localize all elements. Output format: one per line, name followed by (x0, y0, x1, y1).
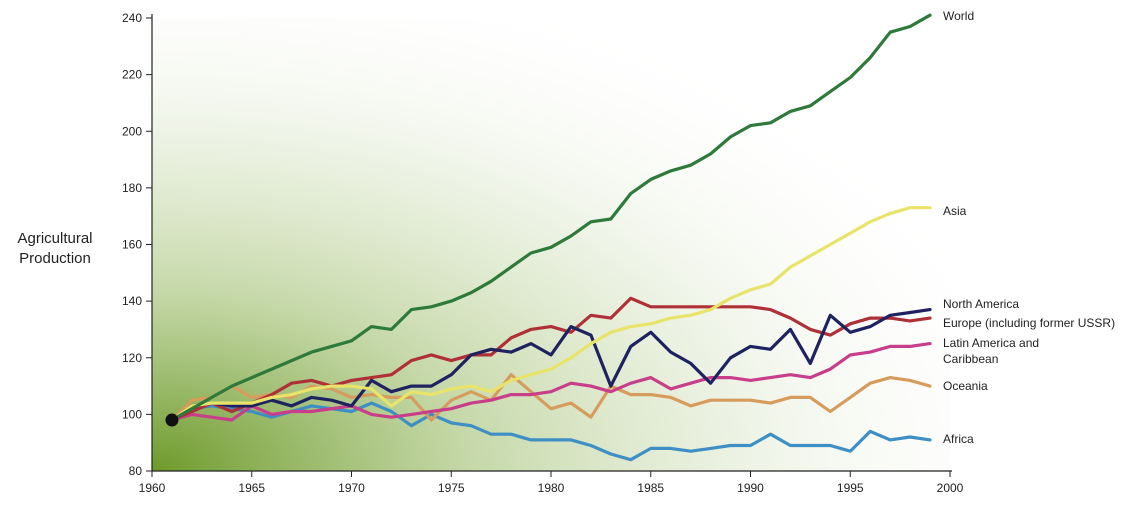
x-tick-label: 2000 (937, 481, 964, 495)
y-axis-label-line: Agricultural (17, 230, 92, 247)
series-label-world: World (943, 9, 974, 23)
x-tick-label: 1980 (538, 481, 565, 495)
series-label-oceania: Oceania (943, 379, 988, 393)
x-tick-label: 1960 (139, 481, 166, 495)
y-tick-label: 140 (122, 294, 142, 308)
series-label-africa: Africa (943, 432, 974, 446)
x-tick-label: 1990 (737, 481, 764, 495)
y-tick-label: 240 (122, 11, 142, 25)
y-tick-label: 160 (122, 238, 142, 252)
x-tick-label: 1975 (438, 481, 465, 495)
y-tick-label: 80 (129, 464, 143, 478)
series-label-north-america: North America (943, 297, 1019, 311)
y-tick-label: 100 (122, 407, 142, 421)
y-tick-label: 120 (122, 351, 142, 365)
x-tick-label: 1970 (338, 481, 365, 495)
series-label-asia: Asia (943, 204, 967, 218)
x-tick-label: 1965 (238, 481, 265, 495)
series-label-europe-including-former-ussr: Europe (including former USSR) (943, 316, 1115, 330)
y-tick-label: 220 (122, 68, 142, 82)
series-label-latin-america-and-caribbean: Latin America and Caribbean (943, 336, 1039, 366)
y-axis-label-line: Production (19, 250, 91, 267)
y-axis-label: Agricultural Production (17, 230, 92, 267)
y-tick-label: 200 (122, 124, 142, 138)
x-tick-label: 1985 (637, 481, 664, 495)
start-point-marker (165, 414, 178, 427)
x-tick-label: 1995 (837, 481, 864, 495)
series-labels: World Asia North America Europe (including … (943, 9, 1115, 446)
y-tick-label: 180 (122, 181, 142, 195)
